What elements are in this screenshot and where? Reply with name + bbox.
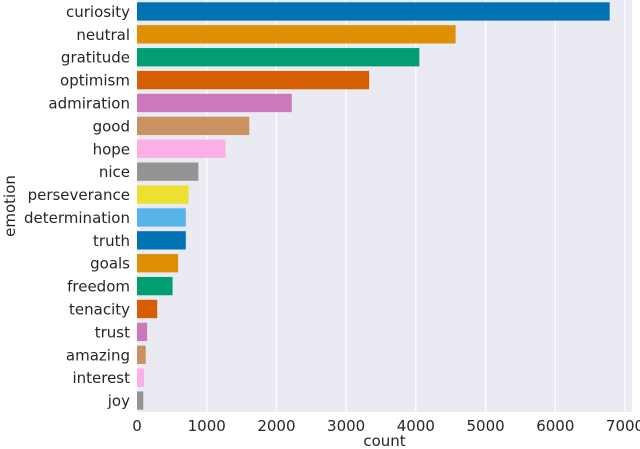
category-label: optimism <box>60 72 130 90</box>
category-label: trust <box>95 323 130 341</box>
bar-goals <box>137 254 179 273</box>
x-tick-label: 0 <box>132 417 142 435</box>
y-tick-labels: curiosity neutral gratitude optimism admirat… <box>24 3 130 410</box>
bar-optimism <box>137 70 370 90</box>
bar-admiration <box>137 93 292 113</box>
bar-truth <box>137 231 186 250</box>
bar-good <box>137 116 250 136</box>
category-label: freedom <box>67 278 130 296</box>
bar-joy <box>137 391 144 410</box>
bars <box>137 2 610 410</box>
bar-determination <box>137 208 186 227</box>
bar-freedom <box>137 276 173 296</box>
bar-curiosity <box>137 2 610 21</box>
category-label: goals <box>90 255 130 273</box>
gridlines <box>136 0 626 412</box>
category-label: perseverance <box>28 186 130 204</box>
x-tick-label: 5000 <box>466 417 504 435</box>
bar-perseverance <box>137 185 189 204</box>
plot-area <box>137 0 632 412</box>
bar-hope <box>137 139 226 158</box>
category-label: interest <box>72 369 130 387</box>
category-label: tenacity <box>69 301 130 319</box>
category-label: curiosity <box>66 3 130 21</box>
category-label: joy <box>107 392 130 410</box>
x-tick-label: 7000 <box>606 417 640 435</box>
category-label: gratitude <box>61 49 130 67</box>
category-label: determination <box>24 209 130 227</box>
bar-nice <box>137 162 199 181</box>
bar-neutral <box>137 25 456 44</box>
bar-trust <box>137 322 148 342</box>
bar-interest <box>137 368 144 387</box>
category-label: truth <box>93 232 130 250</box>
x-tick-label: 6000 <box>536 417 574 435</box>
category-label: neutral <box>76 26 130 44</box>
x-tick-label: 3000 <box>327 417 365 435</box>
x-tick-label: 2000 <box>257 417 295 435</box>
category-label: admiration <box>48 95 130 113</box>
y-axis-label: emotion <box>1 175 19 237</box>
x-tick-label: 4000 <box>397 417 435 435</box>
bar-tenacity <box>137 299 158 319</box>
category-label: nice <box>99 163 130 181</box>
bar-amazing <box>137 345 146 364</box>
category-label: good <box>93 117 130 135</box>
bar-gratitude <box>137 48 420 67</box>
category-label: hope <box>93 140 130 158</box>
category-label: amazing <box>66 346 130 364</box>
x-axis-label: count <box>363 432 405 449</box>
x-tick-labels: 0 1000 2000 3000 4000 5000 6000 7000 <box>132 417 640 435</box>
x-tick-label: 1000 <box>188 417 226 435</box>
